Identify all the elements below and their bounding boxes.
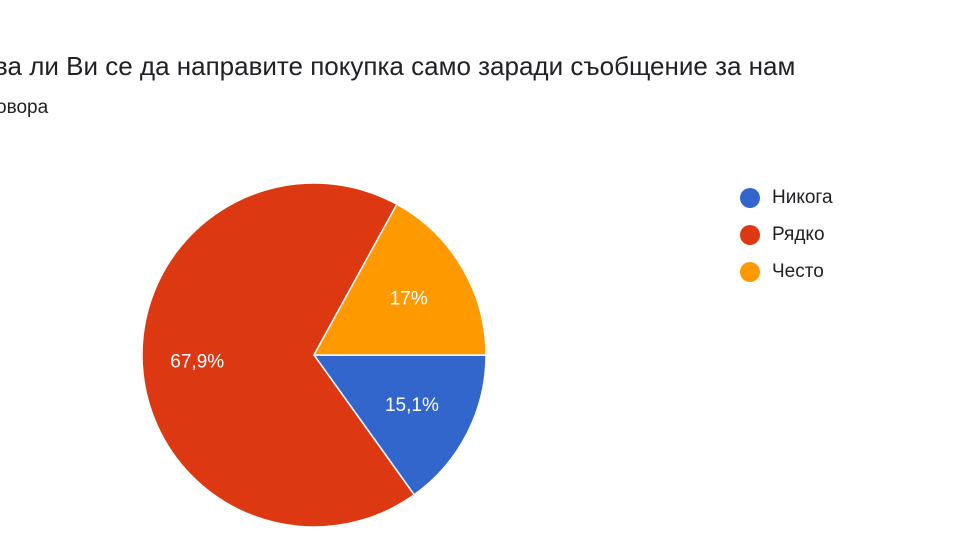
pie-label-nikoga: 15,1% <box>385 395 439 416</box>
legend-item-chesto[interactable]: Често <box>740 253 833 290</box>
legend-label-chesto: Често <box>772 260 824 282</box>
pie-slice-chesto[interactable] <box>312 203 487 356</box>
pie-label-ryadko: 67,9% <box>170 351 224 372</box>
legend-item-nikoga[interactable]: Никога <box>740 179 833 216</box>
legend-label-nikoga: Никога <box>772 186 833 208</box>
pie-slice-ryadko[interactable] <box>141 182 416 528</box>
response-count: овора <box>0 97 49 118</box>
pie-label-chesto: 17% <box>390 288 428 309</box>
legend-swatch-ryadko <box>740 224 760 245</box>
legend-label-ryadko: Рядко <box>772 223 825 245</box>
question-title: ва ли Ви се да направите покупка само за… <box>0 51 796 81</box>
legend-swatch-chesto <box>740 261 760 282</box>
legend-item-ryadko[interactable]: Рядко <box>740 216 833 253</box>
chart-legend: Никога Рядко Често <box>740 179 833 290</box>
legend-swatch-nikoga <box>740 187 760 208</box>
pie-slice-nikoga[interactable] <box>312 354 487 496</box>
